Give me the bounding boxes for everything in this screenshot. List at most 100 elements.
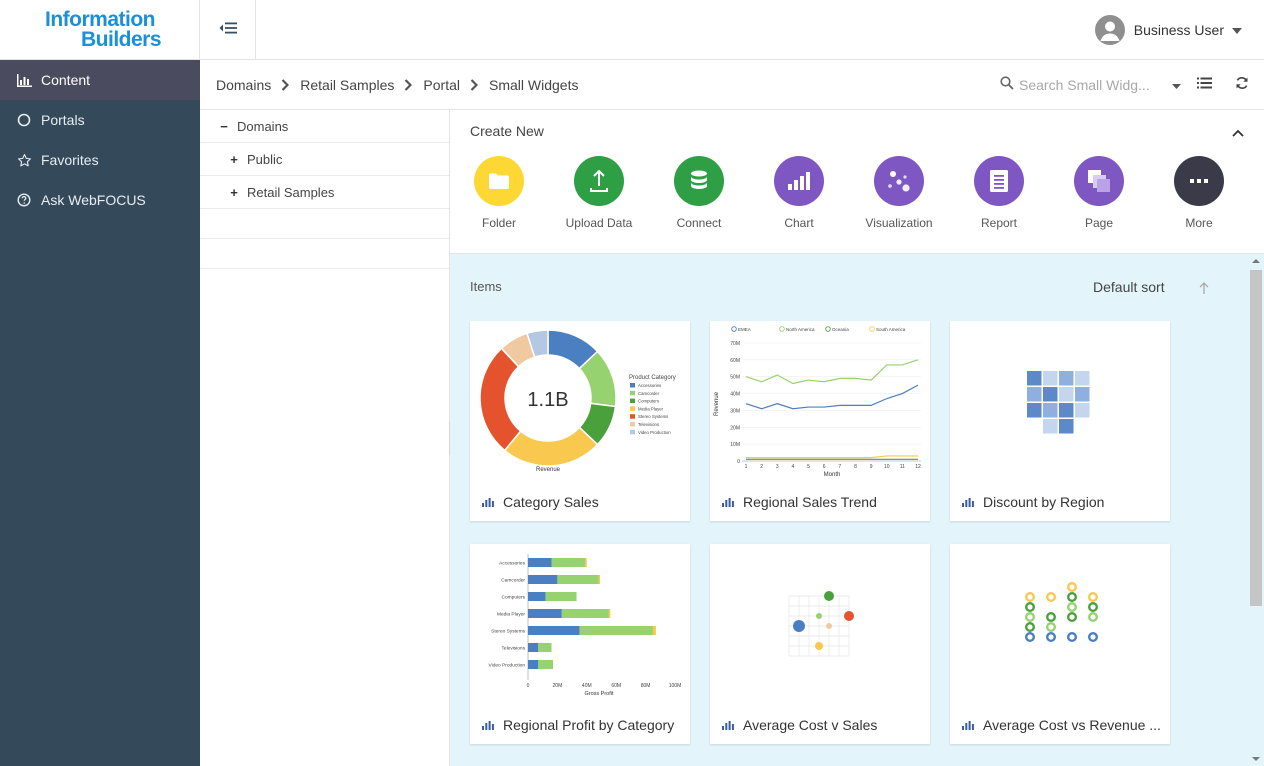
create-new-title: Create New [470, 123, 544, 139]
nav-item-portals[interactable]: Portals [0, 100, 200, 140]
bar-segment [528, 575, 558, 584]
bar-segment [608, 609, 611, 618]
bar-segment [557, 575, 599, 584]
legend-marker [869, 326, 875, 332]
card-title: Regional Profit by Category [503, 717, 675, 733]
card-caption: Discount by Region [962, 494, 1104, 510]
item-card-regional-profit-by-category[interactable]: Gross Profit 0 20M 40M 60M 80M 100M Accessorie… [470, 544, 690, 744]
breadcrumb-item-retail-samples[interactable]: Retail Samples [300, 77, 395, 93]
ring-scatter-chart [1024, 582, 1098, 642]
bar-segment [585, 558, 587, 567]
legend-swatch [630, 406, 635, 411]
create-chart-button[interactable]: Chart [749, 156, 849, 230]
sidebar-toggle-button[interactable] [200, 0, 256, 60]
ring-point [1024, 602, 1035, 613]
search-scope-dropdown[interactable] [1166, 75, 1186, 95]
brand-line-1: Information [45, 8, 156, 31]
nav-item-favorites[interactable]: Favorites [0, 140, 200, 180]
nav-item-ask-webfocus[interactable]: Ask WebFOCUS [0, 180, 200, 220]
refresh-button[interactable] [1232, 75, 1252, 95]
items-scrollbar[interactable] [1250, 258, 1262, 762]
items-panel: Items Default sort Revenue Product Categ… [450, 254, 1264, 766]
legend-marker [731, 326, 737, 332]
create-report-button[interactable]: Report [949, 156, 1049, 230]
heatmap-cell [1027, 403, 1042, 418]
connect-button[interactable]: Connect [649, 156, 749, 230]
sort-dropdown[interactable]: Default sort [1093, 279, 1165, 295]
nav-item-content[interactable]: Content [0, 60, 200, 100]
legend-entry: North America [786, 327, 815, 332]
card-thumbnail: Month Revenue 0 10M 20M 30M 40M 50M 60M 70M 1 2 3 4… [710, 321, 930, 481]
tree-item-domains[interactable]: − Domains [200, 110, 449, 143]
scrollbar-thumb[interactable] [1250, 270, 1262, 606]
ring-point [1066, 602, 1077, 613]
breadcrumb-item-portal[interactable]: Portal [423, 77, 460, 93]
collapse-create-button[interactable] [1232, 124, 1244, 142]
expand-icon[interactable]: + [230, 184, 238, 200]
x-tick-label: 11 [900, 464, 905, 470]
x-tick-label: 10 [884, 464, 890, 470]
report-icon [974, 156, 1024, 206]
category-label: Accessories [499, 561, 525, 567]
legend-marker [779, 326, 785, 332]
card-thumbnail [950, 321, 1170, 481]
legend-entry: Computers [638, 399, 659, 404]
line-ylabel: Revenue [714, 391, 720, 416]
category-label: Televisions [502, 646, 526, 652]
create-page-button[interactable]: Page [1049, 156, 1149, 230]
search-box [1000, 74, 1180, 96]
item-card-average-cost-vs-revenue[interactable]: Average Cost vs Revenue ... [950, 544, 1170, 744]
list-view-button[interactable] [1194, 75, 1214, 95]
bar-segment [528, 626, 580, 635]
bar-segment [538, 660, 553, 669]
upload-data-button[interactable]: Upload Data [549, 156, 649, 230]
ring-point [1024, 631, 1035, 642]
x-tick-label: 5 [807, 464, 810, 470]
ring-point [1066, 631, 1077, 642]
nav-item-label: Favorites [41, 152, 99, 168]
main-nav: Content Portals Favorites Ask WebFOCUS [0, 60, 200, 220]
nav-item-label: Content [41, 72, 91, 88]
question-icon [16, 192, 32, 208]
tree-item-public[interactable]: + Public [200, 143, 449, 176]
create-visualization-button[interactable]: Visualization [849, 156, 949, 230]
x-tick-label: 12 [915, 464, 921, 470]
heatmap-cell [1059, 371, 1074, 386]
search-input[interactable] [1019, 77, 1151, 93]
collapse-icon[interactable]: − [220, 118, 228, 134]
bar-segment [528, 660, 539, 669]
create-folder-button[interactable]: Folder [449, 156, 549, 230]
heatmap-cell [1027, 371, 1042, 386]
nav-item-label: Ask WebFOCUS [41, 192, 146, 208]
heatmap-cell [1075, 371, 1090, 386]
y-tick-label: 0 [737, 459, 740, 465]
x-tick-label: 60M [611, 683, 621, 689]
series-line [745, 359, 919, 385]
chevron-up-icon [1232, 124, 1244, 141]
sort-direction-button[interactable] [1199, 281, 1209, 299]
breadcrumb: Domains Retail Samples Portal Small Widg… [216, 60, 578, 110]
tile-label: More [1185, 216, 1213, 230]
item-card-average-cost-v-sales[interactable]: Average Cost v Sales [710, 544, 930, 744]
tree-item-retail-samples[interactable]: + Retail Samples [200, 176, 449, 209]
more-button[interactable]: More [1149, 156, 1249, 230]
item-card-discount-by-region[interactable]: Discount by Region [950, 321, 1170, 521]
chart-icon [722, 497, 734, 507]
heatmap-cell [1059, 387, 1074, 402]
item-card-regional-sales-trend[interactable]: Month Revenue 0 10M 20M 30M 40M 50M 60M 70M 1 2 3 4… [710, 321, 930, 521]
brand-logo[interactable]: Information Builders [0, 0, 200, 60]
breadcrumb-item-domains[interactable]: Domains [216, 77, 272, 93]
chevron-right-icon [404, 79, 413, 91]
scroll-down-icon [1252, 757, 1260, 761]
heatmap-cell [1059, 419, 1074, 434]
user-menu[interactable]: Business User [1094, 14, 1242, 46]
card-caption: Regional Sales Trend [722, 494, 877, 510]
legend-swatch [630, 414, 635, 419]
ring-point [1045, 611, 1056, 622]
series-line [745, 384, 919, 410]
bar-segment [551, 558, 586, 567]
expand-icon[interactable]: + [230, 151, 238, 167]
scatter-point [793, 620, 805, 632]
bar-chart-icon [16, 72, 32, 88]
item-card-category-sales[interactable]: Revenue Product Category 1.1B Accessories… [470, 321, 690, 521]
